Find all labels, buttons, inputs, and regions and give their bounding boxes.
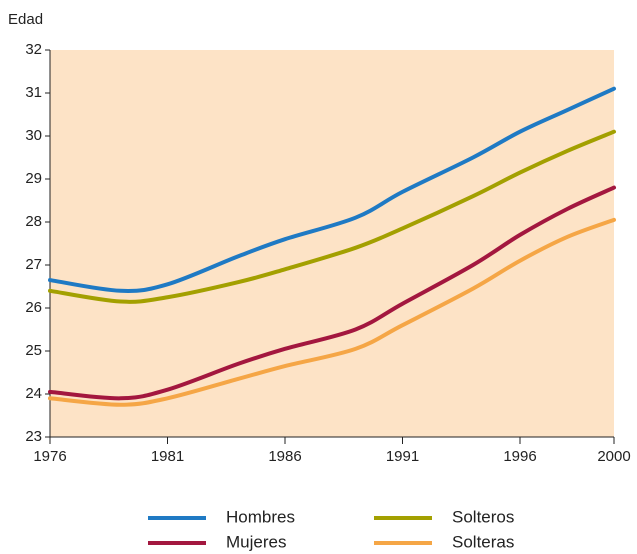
- x-tick-label: 1996: [503, 448, 536, 465]
- x-tick-label: 1991: [386, 448, 419, 465]
- y-tick-label: 23: [25, 428, 42, 445]
- legend-label: Hombres: [226, 507, 295, 526]
- x-tick-label: 1981: [151, 448, 184, 465]
- legend-label: Mujeres: [226, 532, 286, 551]
- y-tick-label: 26: [25, 299, 42, 316]
- y-tick-label: 27: [25, 256, 42, 273]
- x-tick-label: 1976: [33, 448, 66, 465]
- y-tick-label: 25: [25, 342, 42, 359]
- y-tick-label: 31: [25, 84, 42, 101]
- line-series: [48, 129, 616, 304]
- y-axis-label: Edad: [8, 11, 43, 28]
- x-tick-label: 1986: [268, 448, 301, 465]
- y-tick-label: 30: [25, 127, 42, 144]
- y-tick-label: 29: [25, 170, 42, 187]
- line-series: [48, 86, 616, 293]
- plot-area: [50, 50, 614, 437]
- x-tick-label: 2000: [597, 448, 630, 465]
- legend-label: Solteros: [452, 507, 514, 526]
- line-series: [48, 217, 616, 407]
- y-tick-label: 24: [25, 385, 42, 402]
- y-tick-label: 28: [25, 213, 42, 230]
- y-tick-label: 32: [25, 41, 42, 58]
- line-series: [48, 185, 616, 401]
- legend-label: Solteras: [452, 532, 514, 551]
